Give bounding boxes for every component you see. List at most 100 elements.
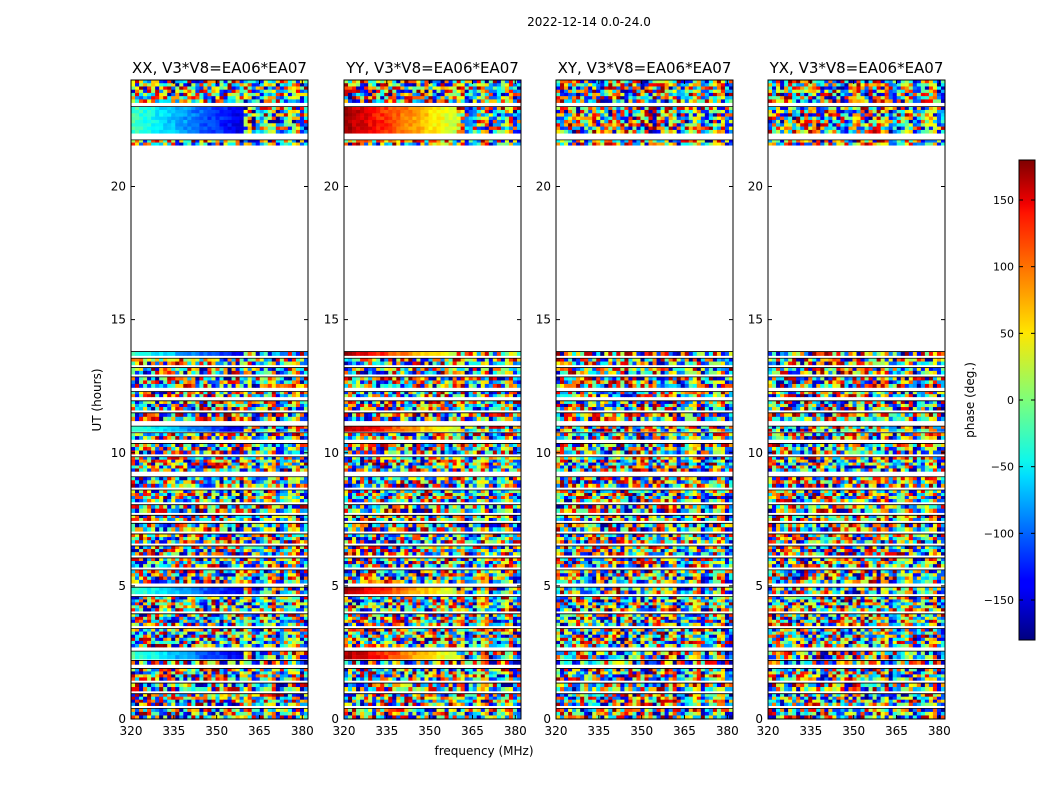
- heatmap-cell: [207, 699, 212, 703]
- heatmap-cell: [179, 129, 184, 134]
- heatmap-cell: [303, 99, 309, 103]
- heatmap-cell: [175, 696, 180, 700]
- heatmap-cell: [444, 693, 449, 698]
- heatmap-cell: [171, 576, 176, 581]
- heatmap-cell: [215, 693, 220, 698]
- heatmap-cell: [211, 579, 216, 584]
- heatmap-cell: [207, 683, 212, 688]
- heatmap-cell: [243, 83, 249, 87]
- heatmap-cell: [404, 683, 409, 688]
- heatmap-cell: [183, 569, 188, 574]
- heatmap-cell: [235, 106, 241, 111]
- heatmap-cell: [135, 109, 140, 114]
- heatmap-cell: [223, 576, 228, 581]
- heatmap-cell: [147, 459, 152, 463]
- heatmap-cell: [279, 674, 285, 678]
- heatmap-cell: [219, 367, 224, 372]
- heatmap-cell: [267, 96, 273, 100]
- heatmap-cell: [143, 715, 148, 720]
- heatmap-cell: [191, 370, 196, 375]
- heatmap-cell: [223, 351, 228, 356]
- heatmap-cell: [191, 96, 196, 100]
- heatmap-cell: [279, 383, 285, 388]
- heatmap-cell: [295, 499, 301, 503]
- heatmap-cell: [239, 432, 245, 437]
- heatmap-cell: [219, 432, 224, 437]
- heatmap-cell: [227, 674, 232, 678]
- heatmap-cell: [175, 113, 180, 117]
- heatmap-cell: [155, 540, 160, 544]
- heatmap-cell: [468, 711, 474, 716]
- heatmap-cell: [211, 602, 216, 606]
- heatmap-cell: [235, 109, 241, 114]
- heatmap-cell: [412, 699, 417, 703]
- heatmap-cell: [199, 557, 204, 562]
- heatmap-cell: [448, 699, 454, 703]
- heatmap-cell: [167, 89, 172, 94]
- heatmap-cell: [247, 696, 253, 700]
- heatmap-cell: [187, 465, 192, 469]
- heatmap-cell: [199, 480, 204, 485]
- heatmap-cell: [207, 711, 212, 716]
- heatmap-cell: [159, 637, 164, 642]
- heatmap-cell: [199, 400, 204, 405]
- heatmap-cell: [171, 361, 176, 366]
- heatmap-cell: [291, 407, 297, 411]
- heatmap-cell: [247, 628, 253, 632]
- heatmap-cell: [135, 407, 140, 411]
- heatmap-cell: [219, 644, 224, 648]
- heatmap-cell: [139, 351, 144, 356]
- heatmap-cell: [303, 637, 309, 642]
- heatmap-cell: [155, 106, 160, 111]
- heatmap-cell: [155, 119, 160, 124]
- heatmap-cell: [372, 702, 377, 706]
- heatmap-cell: [211, 557, 216, 562]
- heatmap-cell: [235, 426, 241, 430]
- heatmap-cell: [199, 644, 204, 648]
- heatmap-cell: [207, 674, 212, 678]
- heatmap-cell: [267, 483, 273, 488]
- heatmap-cell: [223, 590, 228, 595]
- heatmap-cell: [199, 367, 204, 372]
- heatmap-cell: [203, 358, 208, 362]
- heatmap-cell: [187, 367, 192, 372]
- heatmap-cell: [303, 602, 309, 606]
- heatmap-cell: [215, 443, 220, 448]
- heatmap-cell: [299, 400, 305, 405]
- heatmap-cell: [247, 608, 253, 612]
- heatmap-cell: [147, 655, 152, 660]
- heatmap-cell: [191, 622, 196, 627]
- heatmap-cell: [147, 436, 152, 440]
- heatmap-cell: [303, 561, 309, 565]
- heatmap-cell: [279, 651, 285, 656]
- heatmap-cell: [271, 619, 277, 624]
- heatmap-cell: [179, 92, 184, 97]
- heatmap-cell: [283, 86, 289, 90]
- heatmap-cell: [171, 644, 176, 648]
- heatmap-cell: [171, 123, 176, 127]
- heatmap-cell: [496, 693, 502, 698]
- heatmap-cell: [251, 702, 257, 706]
- heatmap-cell: [191, 391, 196, 395]
- heatmap-cell: [159, 426, 164, 430]
- heatmap-cell: [191, 490, 196, 494]
- heatmap-cell: [243, 432, 249, 437]
- heatmap-cell: [215, 142, 220, 146]
- heatmap-cell: [299, 432, 305, 437]
- heatmap-cell: [139, 631, 144, 635]
- heatmap-cell: [247, 142, 253, 146]
- heatmap-cell: [223, 490, 228, 494]
- heatmap-cell: [135, 587, 140, 591]
- heatmap-cell: [223, 674, 228, 678]
- heatmap-cell: [259, 613, 265, 618]
- heatmap-cell: [219, 683, 224, 688]
- heatmap-cell: [171, 561, 176, 565]
- heatmap-cell: [291, 465, 297, 469]
- heatmap-cell: [163, 557, 168, 562]
- heatmap-cell: [291, 683, 297, 688]
- heatmap-cell: [287, 499, 293, 503]
- heatmap-cell: [267, 549, 273, 553]
- heatmap-interval: [131, 668, 309, 681]
- heatmap-cell: [147, 432, 152, 437]
- heatmap-cell: [299, 651, 305, 656]
